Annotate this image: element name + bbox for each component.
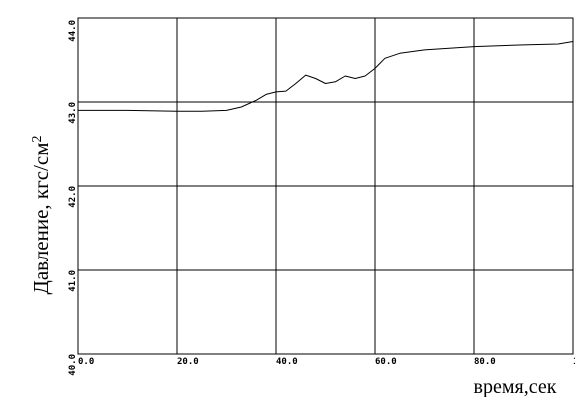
y-tick-label: 44.0 [68, 20, 78, 42]
grid-lines [77, 17, 574, 355]
x-tick-label: 80.0 [474, 357, 496, 367]
y-tick-label: 43.0 [68, 102, 78, 124]
x-tick-label: 60.0 [375, 357, 397, 367]
x-tick-label: 100.0 [573, 357, 575, 367]
y-axis-label-text: Давление, кгс/см [29, 143, 53, 295]
plot-frame [77, 17, 574, 355]
y-axis-label: Давление, кгс/см2 [29, 136, 53, 295]
x-tick-label: 40.0 [276, 357, 298, 367]
x-tick-label: 0.0 [78, 357, 94, 367]
x-tick-label: 20.0 [177, 357, 199, 367]
y-tick-label: 42.0 [68, 186, 78, 208]
y-tick-label: 40.0 [68, 354, 78, 376]
y-tick-labels: 40.0 41.0 42.0 43.0 44.0 [68, 20, 78, 376]
y-axis-label-superscript: 2 [30, 136, 45, 143]
x-axis-label: время,сек [474, 376, 557, 397]
series-line [78, 41, 574, 112]
plot-border [77, 17, 574, 355]
x-tick-labels: 0.0 20.0 40.0 60.0 80.0 100.0 [78, 357, 575, 367]
series-group [78, 41, 574, 112]
y-tick-label: 41.0 [68, 270, 78, 292]
